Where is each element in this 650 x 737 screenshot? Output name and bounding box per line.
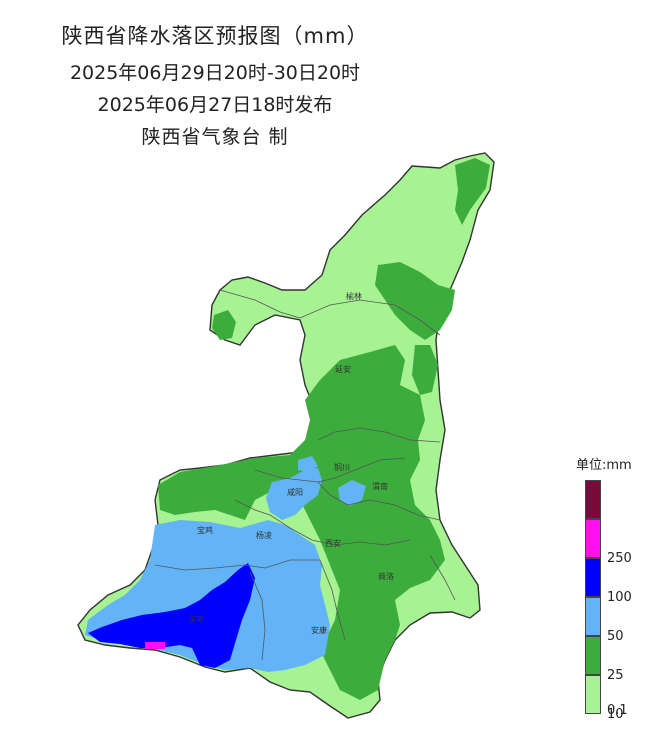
zone-100-250-spot xyxy=(145,642,165,649)
legend-title: 单位:mm xyxy=(576,458,632,473)
zone-10-25-north xyxy=(375,262,455,340)
zone-10-25-yanan-east xyxy=(412,345,438,395)
zone-25-50-xian xyxy=(338,480,366,506)
legend-label-bottom: 0.1 xyxy=(607,703,628,718)
forecast-period: 2025年06月29日20时-30日20时 xyxy=(69,62,361,84)
city-label-ankang: 安康 xyxy=(311,625,327,635)
issuing-agency: 陕西省气象台 制 xyxy=(141,126,289,148)
legend-swatch xyxy=(585,519,601,558)
zone-10-25-west-tip xyxy=(212,310,236,340)
legend-label: 50 xyxy=(607,629,624,644)
city-label-xian: 西安 xyxy=(325,538,341,548)
city-label-hanzhong: 汉中 xyxy=(188,614,204,624)
zone-25-50-tongchuan xyxy=(298,456,318,472)
city-label-xianyang: 咸阳 xyxy=(287,487,303,497)
zone-10-25-northeast xyxy=(455,158,490,225)
legend-swatch xyxy=(585,675,601,714)
issue-time: 2025年06月27日18时发布 xyxy=(97,94,333,116)
city-label-yanan: 延安 xyxy=(335,364,351,374)
legend-swatch xyxy=(585,636,601,675)
city-label-weinan: 渭南 xyxy=(372,481,388,491)
legend-label: 250 xyxy=(607,551,632,566)
legend-label: 100 xyxy=(607,590,632,605)
legend-swatch xyxy=(585,597,601,636)
city-label-tongchuan: 铜川 xyxy=(334,462,350,472)
legend-label: 25 xyxy=(607,668,624,683)
zone-50-100-hanzhong xyxy=(88,563,255,668)
legend-label: 10 xyxy=(607,707,624,722)
city-boundaries xyxy=(154,289,456,661)
legend-swatch xyxy=(585,480,601,519)
city-label-shangluo: 商洛 xyxy=(378,571,394,581)
zone-10-25-central xyxy=(158,345,445,700)
map-title: 陕西省降水落区预报图（mm） xyxy=(61,24,369,48)
city-label-yulin: 榆林 xyxy=(346,291,362,301)
city-label-yangling: 杨凌 xyxy=(256,530,272,540)
city-label-baoji: 宝鸡 xyxy=(197,525,213,535)
legend-swatch xyxy=(585,558,601,597)
